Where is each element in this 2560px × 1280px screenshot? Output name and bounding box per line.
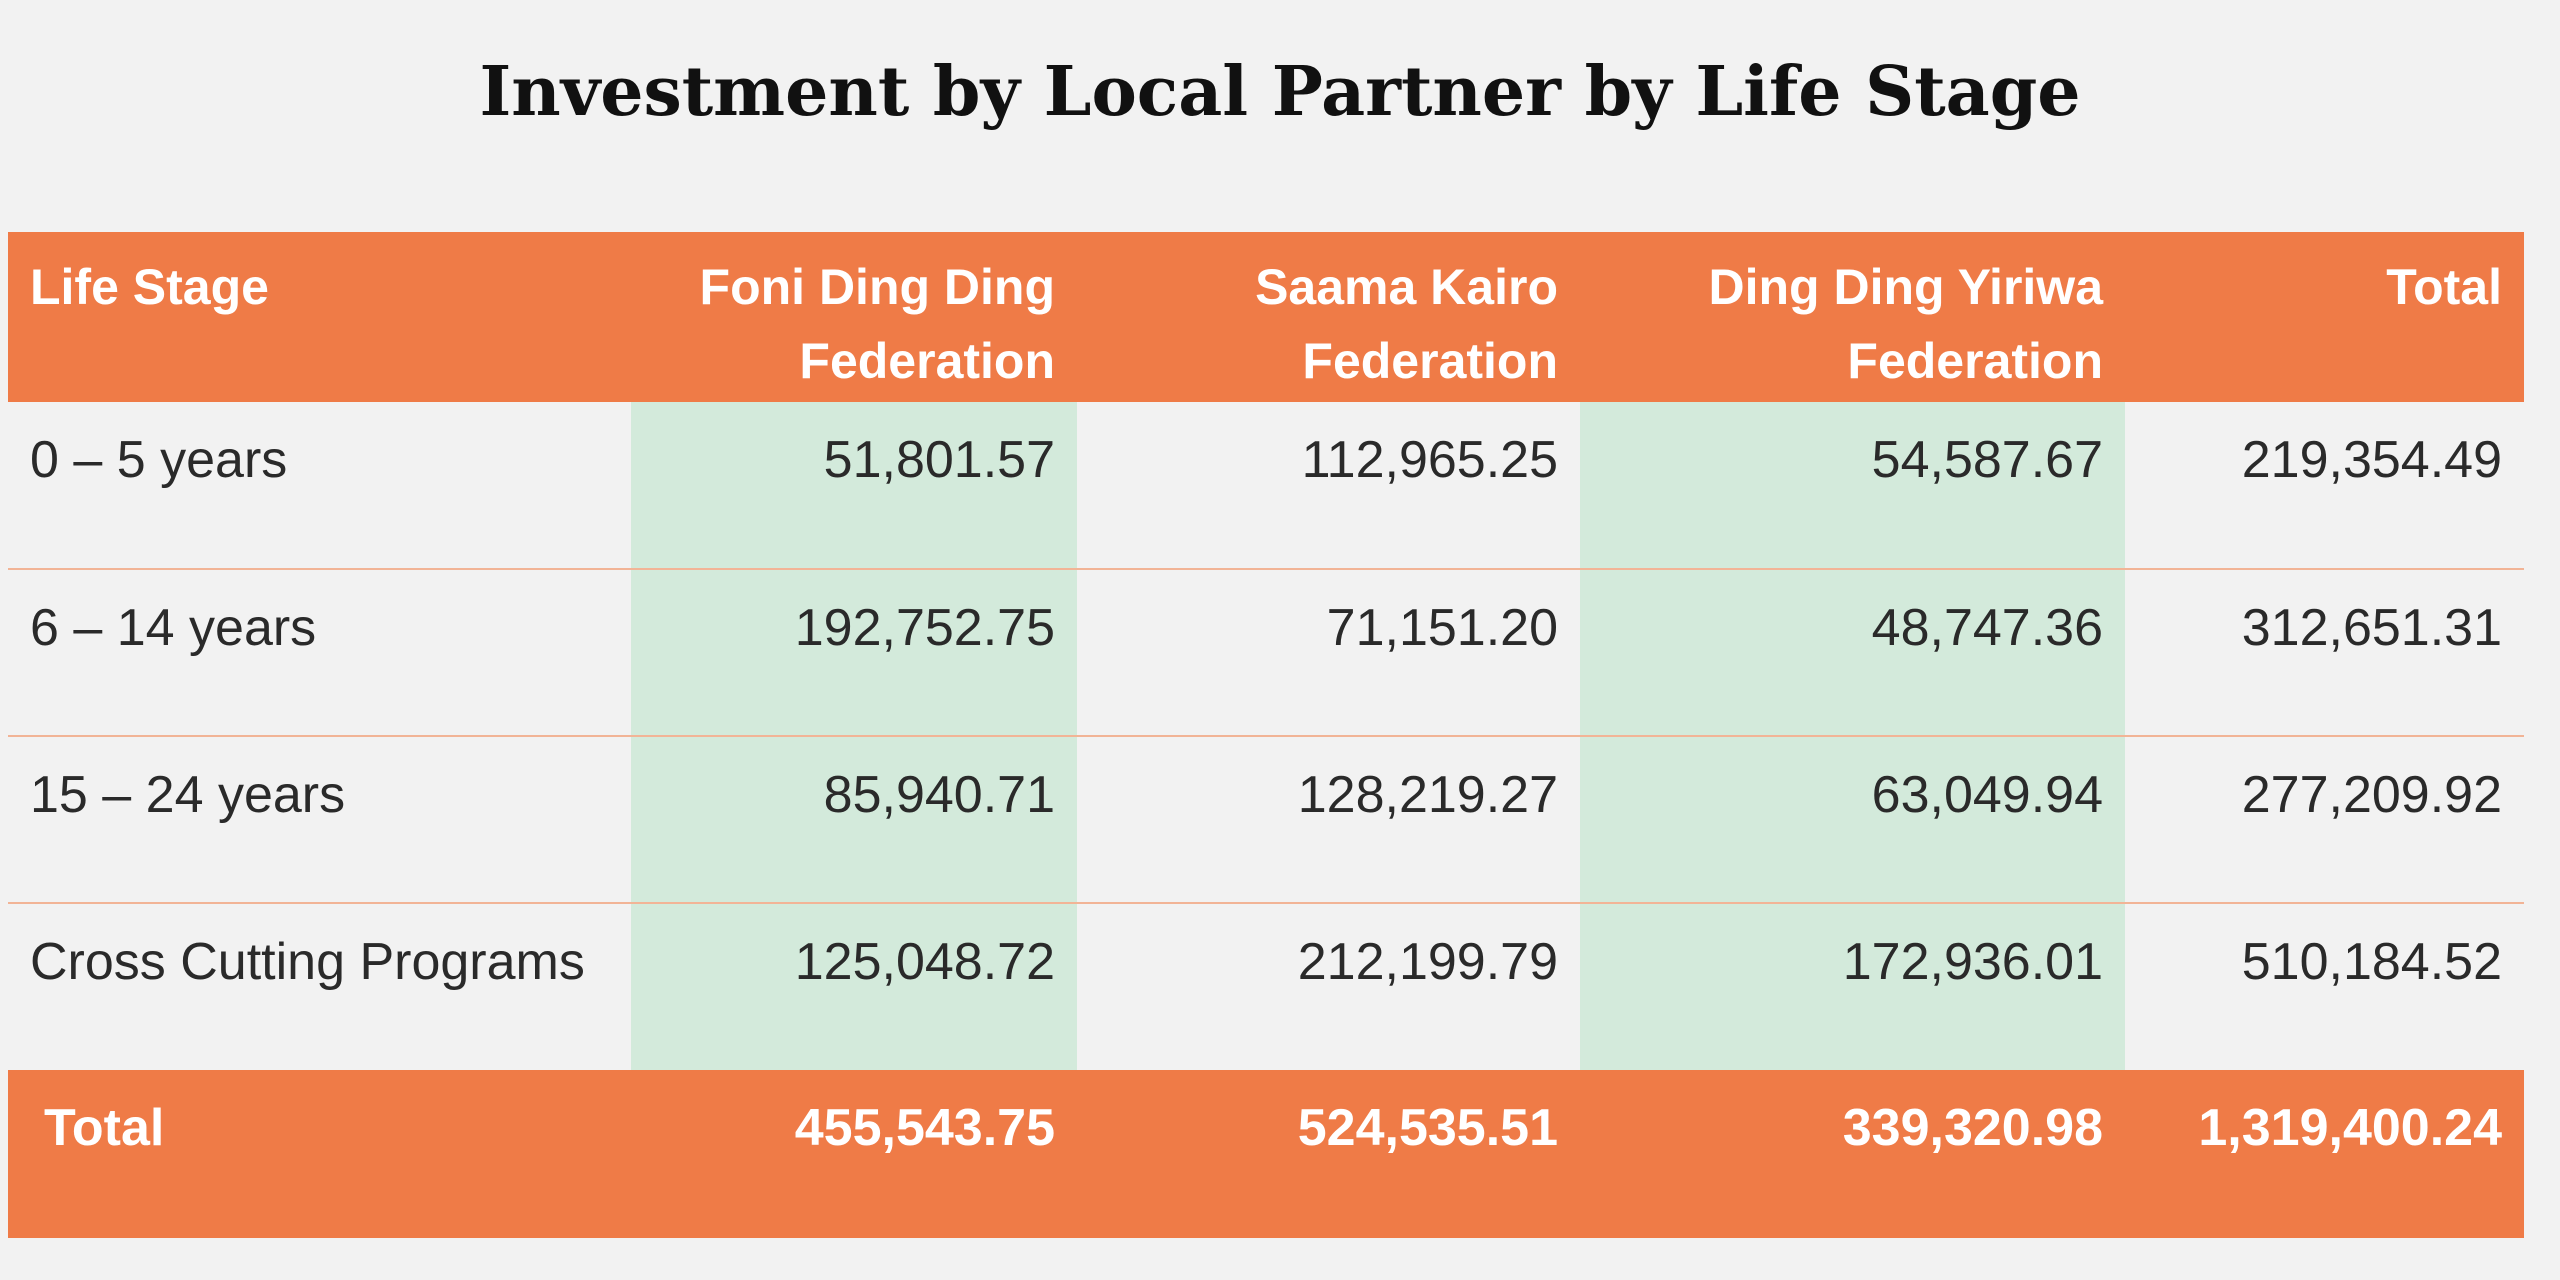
- total-cell-foni-ding-ding: 455,543.75: [631, 1070, 1077, 1238]
- row-label: 0 – 5 years: [8, 402, 631, 570]
- header-row: Life Stage Foni Ding Ding Federation Saa…: [8, 232, 2524, 402]
- row-label: 6 – 14 years: [8, 569, 631, 737]
- data-cell: 125,048.72: [631, 903, 1077, 1070]
- header-cell-ding-ding-yiriwa: Ding Ding Yiriwa Federation: [1580, 232, 2125, 402]
- header-cell-life-stage: Life Stage: [8, 232, 631, 402]
- data-cell: 54,587.67: [1580, 402, 2125, 570]
- chart-title: Investment by Local Partner by Life Stag…: [479, 52, 2081, 132]
- header-cell-total: Total: [2125, 232, 2524, 402]
- row-label: Cross Cutting Programs: [30, 933, 585, 991]
- data-cell: 172,936.01: [1580, 903, 2125, 1070]
- investment-table: Life Stage Foni Ding Ding Federation Saa…: [8, 232, 2524, 1238]
- totals-row: Total 455,543.75 524,535.51 339,320.98 1…: [8, 1070, 2524, 1238]
- totals-label: Total: [8, 1070, 631, 1238]
- grand-total-cell: 1,319,400.24: [2125, 1070, 2524, 1238]
- data-cell: 112,965.25: [1077, 402, 1580, 570]
- row-label: 15 – 24 years: [8, 736, 631, 904]
- table-row: Cross Cutting Programs 125,048.72 212,19…: [8, 903, 2524, 1070]
- header-cell-saama-kairo: Saama Kairo Federation: [1077, 232, 1580, 402]
- data-cell: 212,199.79: [1297, 933, 1558, 991]
- data-cell: 51,801.57: [631, 402, 1077, 570]
- table-row: 6 – 14 years 192,752.75 71,151.20 48,747…: [8, 569, 2524, 737]
- row-total-cell: 277,209.92: [2125, 736, 2524, 904]
- row-total-cell: 219,354.49: [2125, 402, 2524, 570]
- data-cell: 48,747.36: [1580, 569, 2125, 737]
- table-row: 15 – 24 years 85,940.71 128,219.27 63,04…: [8, 736, 2524, 904]
- total-cell-ding-ding-yiriwa: 339,320.98: [1580, 1070, 2125, 1238]
- data-cell: 85,940.71: [631, 736, 1077, 904]
- row-total-cell: 312,651.31: [2125, 569, 2524, 737]
- header-cell-foni-ding-ding: Foni Ding Ding Federation: [631, 232, 1077, 402]
- data-cell: 63,049.94: [1580, 736, 2125, 904]
- row-total-cell: 510,184.52: [2241, 933, 2502, 991]
- total-cell-saama-kairo: 524,535.51: [1077, 1070, 1580, 1238]
- data-cell: 128,219.27: [1077, 736, 1580, 904]
- data-cell: 71,151.20: [1077, 569, 1580, 737]
- table-row: 0 – 5 years 51,801.57 112,965.25 54,587.…: [8, 402, 2524, 570]
- data-cell: 192,752.75: [631, 569, 1077, 737]
